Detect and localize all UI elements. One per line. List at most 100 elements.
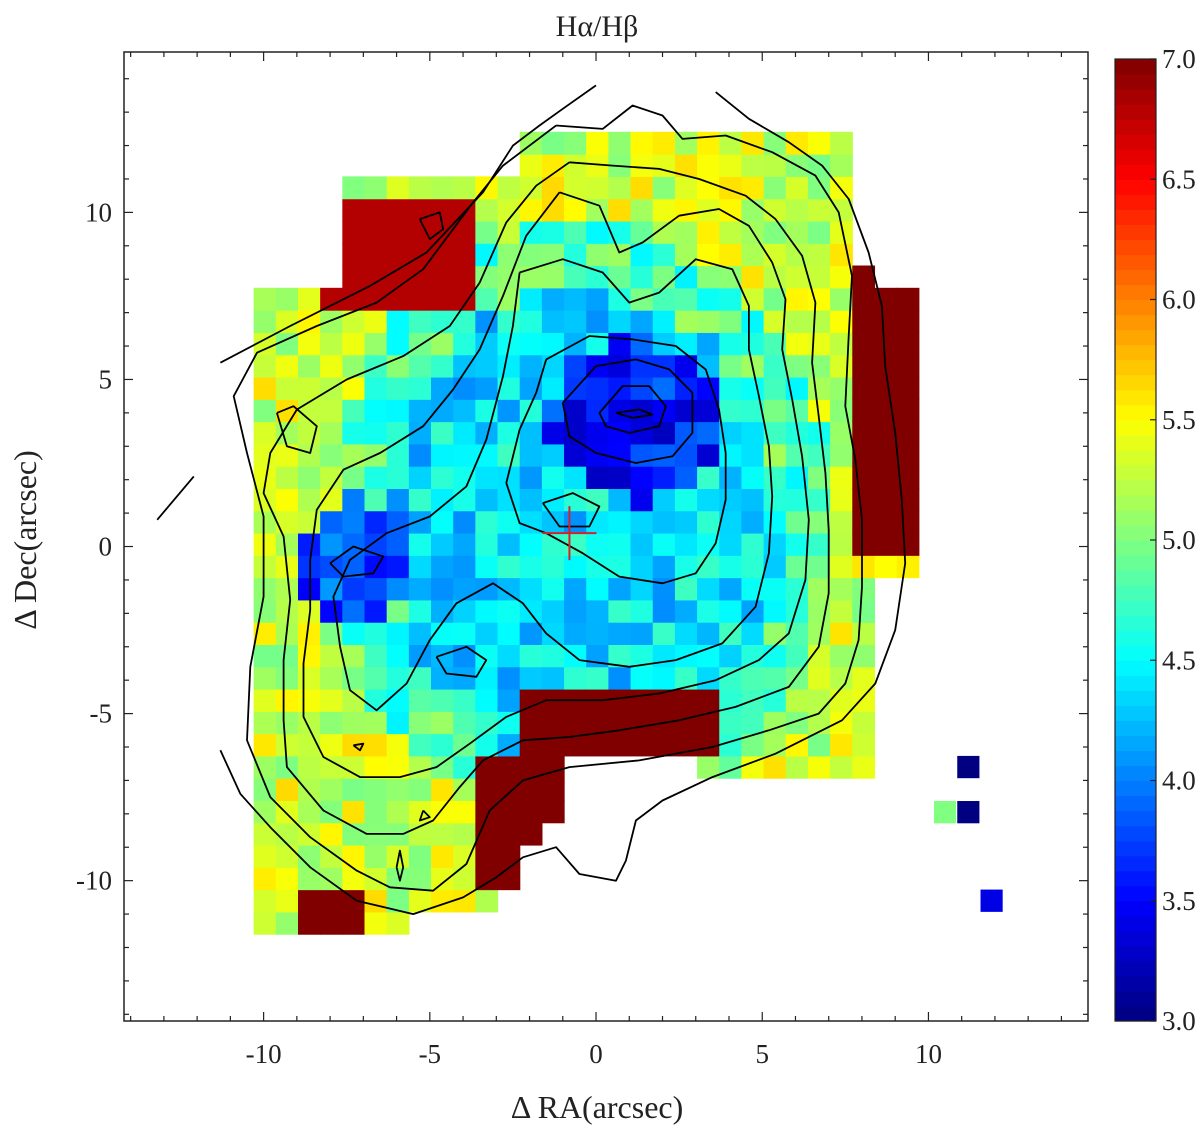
heatmap-pixel: [386, 755, 410, 779]
heatmap-pixel: [830, 310, 853, 333]
heatmap-pixel: [896, 421, 920, 445]
heatmap-pixel: [453, 711, 476, 735]
heatmap-pixel: [497, 310, 521, 333]
heatmap-pixel: [253, 822, 277, 846]
heatmap-pixel: [320, 577, 343, 601]
heatmap-pixel: [408, 778, 432, 802]
heatmap-pixel: [830, 220, 853, 244]
heatmap-pixel: [408, 577, 432, 601]
heatmap-pixel: [519, 532, 543, 556]
heatmap-pixel: [453, 466, 476, 489]
heatmap-pixel: [253, 711, 277, 735]
colorbar-swatch: [1115, 735, 1156, 752]
heatmap-pixel: [297, 421, 321, 445]
heatmap-pixels: [253, 131, 1003, 935]
heatmap-pixel: [386, 577, 410, 601]
heatmap-pixel: [741, 198, 765, 222]
heatmap-pixel: [475, 688, 499, 712]
heatmap-pixel: [453, 800, 476, 824]
heatmap-pixel: [896, 399, 920, 423]
heatmap-pixel: [541, 532, 565, 556]
heatmap-pixel: [386, 466, 410, 489]
heatmap-pixel: [763, 622, 787, 645]
heatmap-pixel: [475, 421, 499, 445]
heatmap-pixel: [364, 399, 388, 423]
x-tick-label: 0: [589, 1039, 603, 1069]
heatmap-pixel: [608, 577, 632, 601]
heatmap-pixel: [364, 644, 388, 668]
heatmap-pixel: [830, 666, 853, 690]
colorbar-tick-label: 6.5: [1162, 164, 1196, 194]
heatmap-pixel: [608, 198, 632, 222]
heatmap-pixel: [586, 332, 609, 356]
contour-line-level-2: [232, 104, 863, 892]
heatmap-pixel: [763, 399, 787, 423]
heatmap-pixel: [652, 733, 676, 757]
heatmap-pixel: [431, 198, 454, 222]
heatmap-pixel: [364, 510, 388, 534]
heatmap-pixel: [652, 310, 676, 333]
colorbar-swatch: [1115, 540, 1156, 556]
heatmap-pixel: [763, 466, 787, 489]
heatmap-pixel: [431, 399, 454, 423]
heatmap-pixel: [519, 577, 543, 601]
colorbar-swatch: [1115, 945, 1156, 962]
colorbar-swatch: [1115, 389, 1156, 406]
heatmap-pixel: [586, 265, 609, 289]
heatmap-pixel: [674, 376, 698, 400]
heatmap-pixel: [586, 711, 609, 735]
heatmap-pixel: [475, 622, 499, 645]
heatmap-pixel: [475, 599, 499, 623]
heatmap-pixel: [275, 577, 299, 601]
heatmap-pixel: [386, 800, 410, 824]
heatmap-pixel: [630, 466, 654, 489]
heatmap-pixel: [475, 510, 499, 534]
colorbar-swatch: [1115, 900, 1156, 917]
heatmap-pixel: [342, 243, 366, 267]
heatmap-pixel: [408, 666, 432, 690]
heatmap-pixel: [342, 822, 366, 846]
heatmap-pixel: [364, 622, 388, 645]
heatmap-pixel: [763, 488, 787, 512]
heatmap-pixel: [320, 421, 343, 445]
heatmap-pixel: [674, 532, 698, 556]
heatmap-pixel: [674, 688, 698, 712]
heatmap-pixel: [741, 666, 765, 690]
heatmap-pixel: [541, 778, 565, 802]
heatmap-pixel: [253, 844, 277, 868]
heatmap-pixel: [519, 778, 543, 802]
heatmap-pixel: [785, 510, 809, 534]
heatmap-pixel: [830, 711, 853, 735]
heatmap-pixel: [364, 332, 388, 356]
colorbar-swatch: [1115, 720, 1156, 737]
heatmap-pixel: [896, 466, 920, 489]
colorbar-swatch: [1115, 404, 1156, 421]
heatmap-pixel: [741, 510, 765, 534]
heatmap-pixel: [386, 176, 410, 200]
heatmap-pixel: [719, 666, 743, 690]
heatmap-pixel: [453, 599, 476, 623]
heatmap-pixel: [652, 265, 676, 289]
heatmap-pixel: [719, 711, 743, 735]
heatmap-pixel: [564, 131, 587, 155]
heatmap-pixel: [830, 555, 853, 579]
colorbar-swatch: [1115, 194, 1156, 210]
heatmap-pixel: [320, 644, 343, 668]
heatmap-pixel: [297, 867, 321, 891]
heatmap-pixel: [586, 243, 609, 267]
heatmap-pixel: [719, 510, 743, 534]
heatmap-pixel: [652, 644, 676, 668]
contour-line-level-1: [219, 84, 597, 364]
heatmap-pixel: [541, 800, 565, 824]
heatmap-pixel: [386, 644, 410, 668]
heatmap-pixel: [719, 310, 743, 333]
heatmap-pixel: [763, 711, 787, 735]
heatmap-pixel: [852, 555, 876, 579]
heatmap-pixel: [785, 443, 809, 467]
heatmap-pixel: [785, 399, 809, 423]
heatmap-pixel: [431, 778, 454, 802]
heatmap-pixel: [852, 421, 876, 445]
heatmap-pixel: [564, 265, 587, 289]
colorbar-swatch: [1115, 585, 1156, 601]
heatmap-pixel: [608, 310, 632, 333]
